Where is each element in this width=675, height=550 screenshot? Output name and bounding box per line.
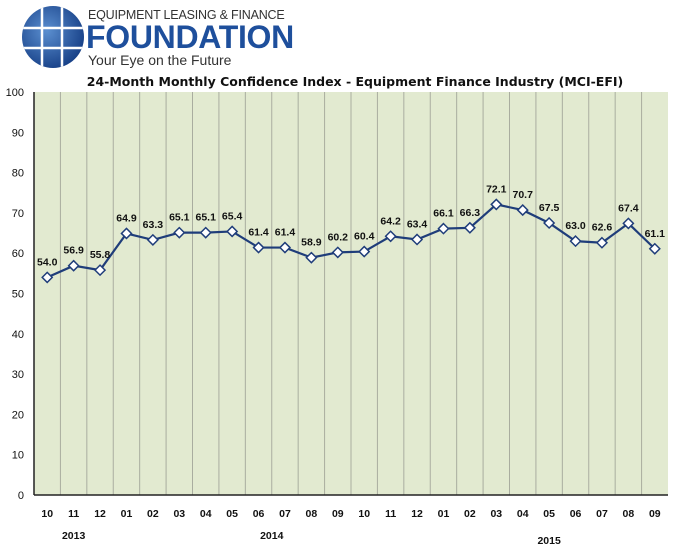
data-point	[437, 222, 450, 235]
data-label: 60.4	[354, 231, 375, 243]
x-tick-label: 04	[517, 508, 529, 520]
data-label: 63.0	[565, 220, 586, 232]
y-tick-label: 100	[6, 87, 24, 99]
data-point	[146, 233, 159, 246]
x-tick-label: 12	[411, 508, 423, 520]
x-tick-label: 05	[226, 508, 238, 520]
data-point	[93, 264, 107, 277]
x-tick-label: 01	[121, 508, 133, 520]
data-label: 56.9	[63, 245, 84, 257]
data-point	[41, 271, 54, 284]
x-tick-label: 03	[490, 508, 502, 520]
x-tick-label: 06	[253, 508, 265, 520]
data-point	[569, 235, 582, 248]
data-label: 54.0	[37, 256, 58, 268]
data-label: 65.4	[222, 210, 243, 222]
logo-top-text: EQUIPMENT LEASING & FINANCE	[88, 8, 285, 22]
data-point	[358, 245, 371, 258]
data-point	[595, 236, 609, 249]
data-label: 66.1	[433, 208, 454, 220]
x-tick-label: 03	[173, 508, 185, 520]
x-tick-label: 02	[147, 508, 159, 520]
data-label: 62.6	[592, 222, 613, 234]
data-label: 55.8	[90, 249, 111, 261]
data-label: 61.4	[248, 227, 269, 239]
data-label: 61.1	[645, 228, 666, 240]
data-label: 67.4	[618, 202, 639, 214]
year-label: 2015	[537, 535, 561, 547]
data-point	[173, 226, 186, 239]
data-point	[622, 217, 635, 230]
data-point	[543, 216, 556, 230]
foundation-logo: EQUIPMENT LEASING & FINANCE FOUNDATION Y…	[20, 4, 320, 70]
year-label: 2014	[260, 530, 284, 542]
globe-logo-icon	[22, 6, 84, 68]
data-label: 58.9	[301, 237, 322, 249]
x-tick-label: 09	[332, 508, 344, 520]
data-point	[384, 230, 397, 243]
x-tick-label: 06	[570, 508, 582, 520]
y-tick-label: 30	[12, 369, 24, 381]
data-point	[331, 246, 344, 259]
data-label: 64.2	[380, 215, 401, 227]
data-point	[463, 221, 476, 234]
data-point	[278, 241, 292, 254]
data-point	[516, 204, 529, 217]
x-tick-label: 02	[464, 508, 476, 520]
chart-title: 24-Month Monthly Confidence Index - Equi…	[86, 74, 624, 89]
data-label: 64.9	[116, 212, 137, 224]
x-tick-label: 10	[41, 508, 53, 520]
x-tick-label: 10	[358, 508, 370, 520]
y-tick-label: 70	[12, 208, 24, 220]
y-tick-label: 80	[12, 168, 24, 180]
y-tick-label: 0	[18, 490, 24, 502]
year-label: 2013	[62, 530, 86, 542]
x-tick-label: 11	[68, 508, 79, 520]
data-point	[226, 225, 239, 238]
y-tick-label: 40	[12, 329, 24, 341]
x-tick-label: 07	[279, 508, 291, 520]
data-label: 65.1	[195, 212, 216, 224]
data-label: 70.7	[512, 189, 533, 201]
x-tick-label: 08	[306, 508, 318, 520]
data-point	[648, 242, 661, 255]
x-tick-label: 07	[596, 508, 608, 520]
data-label: 63.3	[143, 219, 164, 231]
data-point	[120, 227, 133, 240]
data-point	[410, 233, 424, 246]
data-point	[199, 226, 212, 239]
logo-main-text: FOUNDATION	[86, 19, 294, 55]
data-label: 65.1	[169, 212, 190, 224]
y-tick-label: 60	[12, 248, 24, 260]
y-tick-label: 20	[12, 409, 24, 421]
x-tick-label: 04	[200, 508, 212, 520]
x-tick-label: 01	[438, 508, 450, 520]
data-label: 63.4	[407, 218, 428, 230]
data-label: 61.4	[275, 227, 296, 239]
x-tick-label: 09	[649, 508, 661, 520]
data-point	[305, 251, 318, 264]
data-point	[490, 198, 503, 211]
data-point	[252, 241, 265, 254]
data-point	[67, 259, 80, 272]
x-tick-label: 12	[94, 508, 106, 520]
y-tick-label: 90	[12, 127, 24, 139]
data-label: 72.1	[486, 183, 507, 195]
data-label: 60.2	[328, 231, 349, 243]
x-tick-label: 05	[543, 508, 555, 520]
y-tick-label: 50	[12, 289, 24, 301]
x-tick-label: 08	[623, 508, 635, 520]
x-tick-label: 11	[385, 508, 396, 520]
y-tick-label: 10	[12, 450, 24, 462]
data-label: 67.5	[539, 202, 560, 214]
data-label: 66.3	[460, 207, 481, 219]
logo-tagline: Your Eye on the Future	[88, 52, 232, 68]
